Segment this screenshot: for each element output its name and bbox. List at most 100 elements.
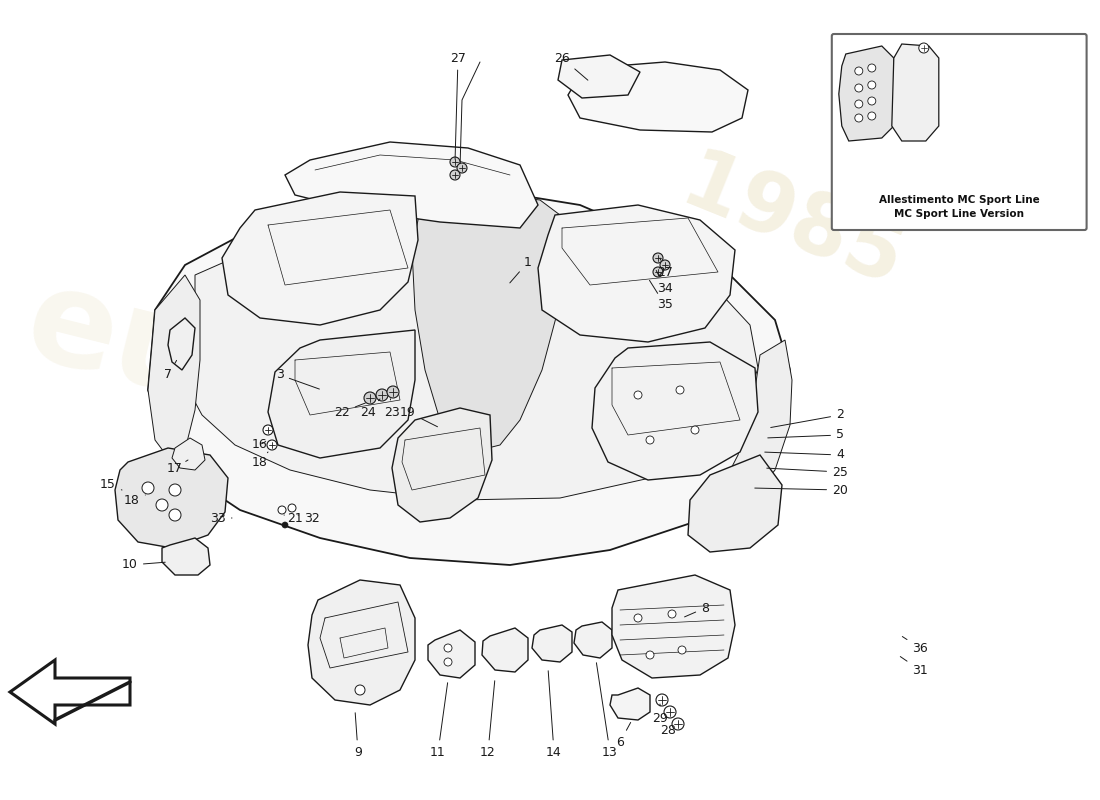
Circle shape	[142, 482, 154, 494]
Polygon shape	[720, 340, 792, 505]
Polygon shape	[10, 660, 130, 724]
Polygon shape	[612, 575, 735, 678]
Circle shape	[678, 646, 686, 654]
Text: 1: 1	[509, 255, 532, 283]
Circle shape	[676, 386, 684, 394]
Text: 25: 25	[767, 466, 848, 478]
Polygon shape	[592, 342, 758, 480]
Polygon shape	[532, 625, 572, 662]
Circle shape	[169, 484, 182, 496]
Circle shape	[444, 644, 452, 652]
Polygon shape	[172, 438, 205, 470]
Polygon shape	[168, 318, 195, 370]
Circle shape	[450, 170, 460, 180]
Text: 18: 18	[252, 452, 268, 469]
Circle shape	[653, 267, 663, 277]
Circle shape	[278, 506, 286, 514]
Circle shape	[376, 389, 388, 401]
Circle shape	[855, 114, 862, 122]
Circle shape	[387, 386, 399, 398]
Text: Allestimento MC Sport Line: Allestimento MC Sport Line	[879, 195, 1040, 205]
Polygon shape	[308, 580, 415, 705]
Text: 15: 15	[100, 478, 122, 491]
Circle shape	[660, 260, 670, 270]
Circle shape	[855, 100, 862, 108]
Circle shape	[456, 163, 468, 173]
Circle shape	[444, 658, 452, 666]
Polygon shape	[148, 188, 790, 565]
Polygon shape	[268, 330, 415, 458]
Text: 24: 24	[360, 399, 379, 418]
Text: a passion: a passion	[312, 261, 524, 347]
Polygon shape	[116, 448, 228, 548]
Text: 6: 6	[616, 722, 630, 749]
Text: 17: 17	[167, 460, 188, 474]
Circle shape	[855, 67, 862, 75]
Circle shape	[263, 425, 273, 435]
Text: 14: 14	[546, 670, 562, 758]
Circle shape	[868, 64, 876, 72]
Text: 29: 29	[652, 704, 668, 725]
Text: 5: 5	[768, 429, 844, 442]
Circle shape	[634, 391, 642, 399]
Circle shape	[646, 651, 654, 659]
Polygon shape	[538, 205, 735, 342]
Polygon shape	[162, 538, 210, 575]
Text: MC Sport Line Version: MC Sport Line Version	[894, 209, 1024, 219]
Text: 3: 3	[276, 369, 319, 389]
Polygon shape	[688, 455, 782, 552]
Polygon shape	[892, 44, 938, 141]
Text: 26: 26	[554, 51, 587, 80]
Text: eurospar: eurospar	[13, 258, 691, 542]
Text: 18: 18	[124, 494, 145, 506]
Circle shape	[664, 706, 676, 718]
FancyBboxPatch shape	[832, 34, 1087, 230]
Text: 7: 7	[164, 360, 177, 382]
Circle shape	[868, 81, 876, 89]
Circle shape	[156, 499, 168, 511]
Circle shape	[918, 43, 928, 53]
Polygon shape	[574, 622, 612, 658]
Polygon shape	[412, 195, 565, 450]
Text: 27: 27	[450, 51, 466, 159]
Text: 31: 31	[900, 657, 928, 677]
Text: 23: 23	[384, 398, 400, 418]
Polygon shape	[392, 408, 492, 522]
Polygon shape	[222, 192, 418, 325]
Text: 27: 27	[657, 258, 673, 278]
Text: 21: 21	[284, 511, 302, 525]
Text: 8: 8	[684, 602, 710, 617]
Circle shape	[691, 426, 698, 434]
Circle shape	[282, 522, 288, 528]
Polygon shape	[148, 275, 200, 460]
Text: 13: 13	[596, 662, 618, 758]
Text: 12: 12	[480, 681, 496, 758]
Circle shape	[355, 685, 365, 695]
Circle shape	[656, 694, 668, 706]
Polygon shape	[182, 210, 758, 500]
Text: 33: 33	[210, 511, 232, 525]
Polygon shape	[558, 55, 640, 98]
Circle shape	[364, 392, 376, 404]
Circle shape	[450, 157, 460, 167]
Circle shape	[646, 436, 654, 444]
Circle shape	[855, 84, 862, 92]
Text: 35: 35	[649, 280, 673, 311]
Text: 28: 28	[660, 717, 675, 737]
Polygon shape	[839, 46, 895, 141]
Text: 19: 19	[400, 406, 438, 426]
Polygon shape	[568, 62, 748, 132]
Text: 10: 10	[122, 558, 165, 571]
Circle shape	[672, 718, 684, 730]
Circle shape	[868, 112, 876, 120]
Circle shape	[288, 504, 296, 512]
Text: 32: 32	[298, 511, 320, 525]
Text: 4: 4	[764, 449, 844, 462]
Polygon shape	[610, 688, 650, 720]
Text: 16: 16	[252, 438, 268, 451]
Text: 9: 9	[354, 713, 362, 758]
Circle shape	[668, 610, 676, 618]
Polygon shape	[482, 628, 528, 672]
Text: 22: 22	[334, 403, 365, 418]
Text: 20: 20	[755, 483, 848, 497]
